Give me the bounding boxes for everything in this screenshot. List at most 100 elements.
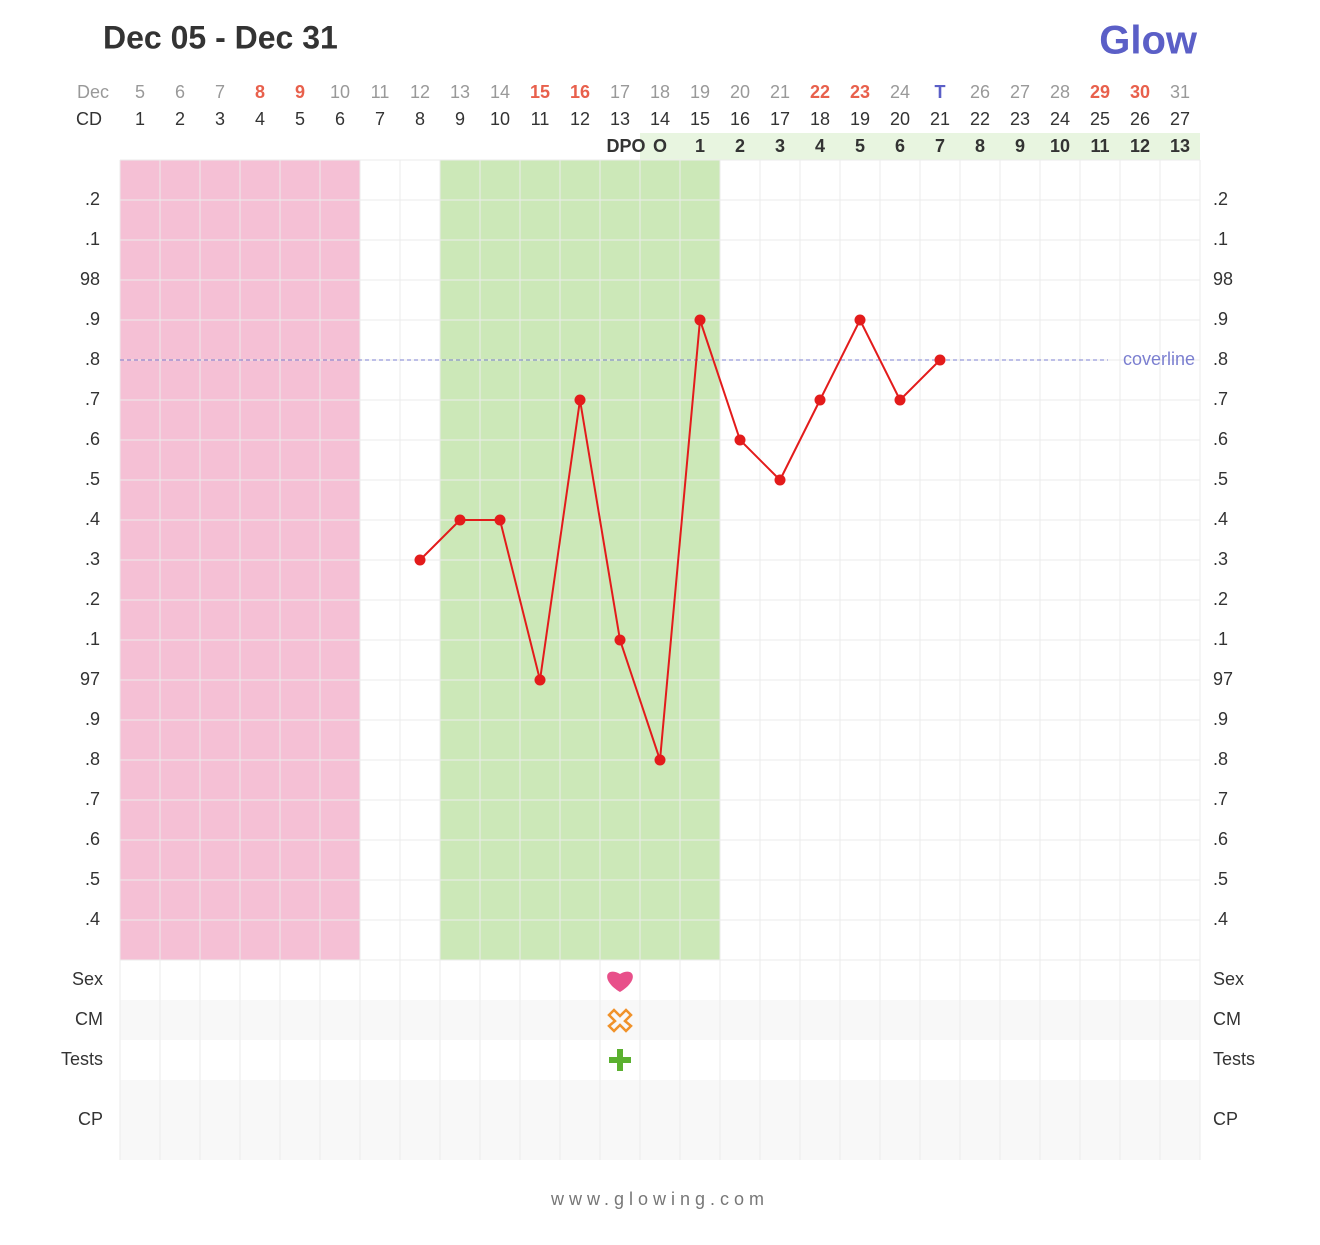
row-label: Sex (72, 969, 103, 989)
temperature-point (414, 554, 426, 566)
date-label: 19 (690, 82, 710, 102)
date-label: 30 (1130, 82, 1150, 102)
date-label: 22 (810, 82, 830, 102)
dpo-label: 13 (1170, 136, 1190, 156)
y-tick-label: 98 (80, 269, 100, 289)
sex-icon (607, 971, 633, 992)
row-label: CM (75, 1009, 103, 1029)
row-label-right: Tests (1213, 1049, 1255, 1069)
temperature-point (654, 754, 666, 766)
date-label: 6 (175, 82, 185, 102)
x-tick-label: 1 (135, 109, 145, 129)
x-tick-label: 7 (375, 109, 385, 129)
x-tick-label: 12 (570, 109, 590, 129)
date-label: 20 (730, 82, 750, 102)
row-label-right: CM (1213, 1009, 1241, 1029)
date-label: 21 (770, 82, 790, 102)
x-tick-label: 22 (970, 109, 990, 129)
test-icon (609, 1049, 631, 1071)
row-background (120, 1000, 1200, 1040)
x-tick-label: 18 (810, 109, 830, 129)
y2-tick-label: .1 (1213, 229, 1228, 249)
dpo-title: DPO (606, 136, 645, 156)
x-tick-label: 15 (690, 109, 710, 129)
y2-tick-label: .6 (1213, 429, 1228, 449)
y-tick-label: .1 (85, 229, 100, 249)
x-tick-label: 25 (1090, 109, 1110, 129)
cd-label: CD (76, 109, 102, 129)
x-tick-label: 17 (770, 109, 790, 129)
x-tick-label: 23 (1010, 109, 1030, 129)
date-label: 15 (530, 82, 550, 102)
temperature-point (694, 314, 706, 326)
dpo-label: 5 (855, 136, 865, 156)
y2-tick-label: .9 (1213, 709, 1228, 729)
dpo-background (640, 133, 1200, 160)
date-label: 14 (490, 82, 510, 102)
temperature-point (774, 474, 786, 486)
y-tick-label: .1 (85, 629, 100, 649)
y2-tick-label: .4 (1213, 909, 1228, 929)
y2-tick-label: .7 (1213, 789, 1228, 809)
y-tick-label: .5 (85, 869, 100, 889)
x-tick-label: 10 (490, 109, 510, 129)
date-label: 13 (450, 82, 470, 102)
x-tick-label: 4 (255, 109, 265, 129)
dpo-label: 2 (735, 136, 745, 156)
date-label: 28 (1050, 82, 1070, 102)
date-label: 5 (135, 82, 145, 102)
x-tick-label: 21 (930, 109, 950, 129)
x-tick-label: 26 (1130, 109, 1150, 129)
y2-tick-label: .7 (1213, 389, 1228, 409)
y2-tick-label: .2 (1213, 589, 1228, 609)
x-tick-label: 19 (850, 109, 870, 129)
dpo-label: 8 (975, 136, 985, 156)
x-tick-label: 8 (415, 109, 425, 129)
temperature-line (419, 317, 941, 761)
y-tick-label: .8 (85, 349, 100, 369)
y-tick-label: 97 (80, 669, 100, 689)
temperature-point (494, 514, 506, 526)
date-label: 7 (215, 82, 225, 102)
date-label: 17 (610, 82, 630, 102)
x-tick-label: 9 (455, 109, 465, 129)
date-label: 23 (850, 82, 870, 102)
dpo-label: O (653, 136, 667, 156)
date-label: 27 (1010, 82, 1030, 102)
dpo-label: 1 (695, 136, 705, 156)
x-tick-label: 5 (295, 109, 305, 129)
row-label-right: Sex (1213, 969, 1244, 989)
cm-icon (607, 1008, 633, 1033)
y-tick-label: .5 (85, 469, 100, 489)
coverline-label: coverline (1123, 349, 1195, 369)
dpo-label: 12 (1130, 136, 1150, 156)
y2-tick-label: .3 (1213, 549, 1228, 569)
y-tick-label: .7 (85, 389, 100, 409)
dpo-label: 9 (1015, 136, 1025, 156)
y-tick-label: .3 (85, 549, 100, 569)
date-label: 24 (890, 82, 910, 102)
y-tick-label: .2 (85, 189, 100, 209)
date-label: 26 (970, 82, 990, 102)
date-label: 29 (1090, 82, 1110, 102)
row-background (120, 1080, 1200, 1160)
y-tick-label: .9 (85, 309, 100, 329)
temperature-point (574, 394, 586, 406)
temperature-point (614, 634, 626, 646)
date-label: 12 (410, 82, 430, 102)
y-tick-label: .8 (85, 749, 100, 769)
dpo-label: 6 (895, 136, 905, 156)
y2-tick-label: .5 (1213, 869, 1228, 889)
y-tick-label: .6 (85, 829, 100, 849)
x-tick-label: 24 (1050, 109, 1070, 129)
y2-tick-label: .2 (1213, 189, 1228, 209)
row-label: Tests (61, 1049, 103, 1069)
row-label-right: CP (1213, 1109, 1238, 1129)
dpo-label: 11 (1090, 136, 1109, 156)
y-tick-label: .4 (85, 909, 100, 929)
x-tick-label: 6 (335, 109, 345, 129)
y2-tick-label: 97 (1213, 669, 1233, 689)
y2-tick-label: .8 (1213, 749, 1228, 769)
temperature-point (534, 674, 546, 686)
